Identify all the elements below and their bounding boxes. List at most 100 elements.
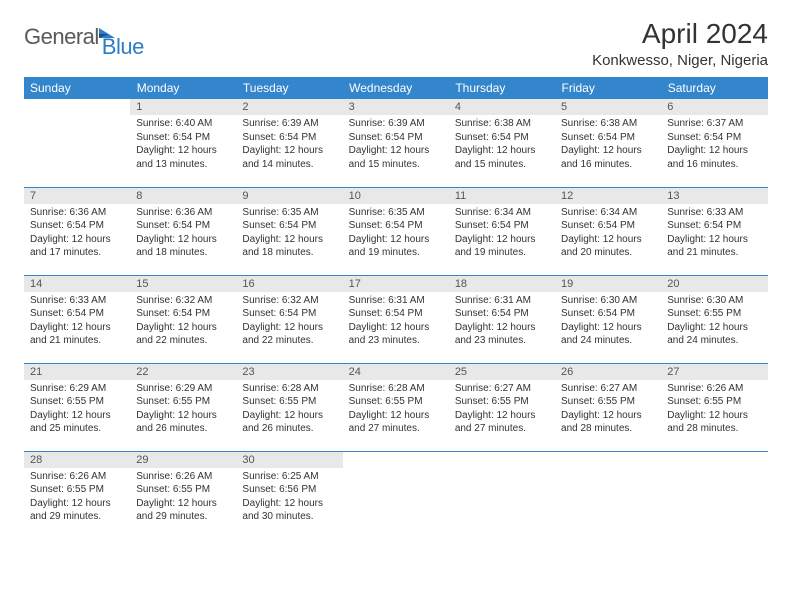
- day-details: Sunrise: 6:31 AMSunset: 6:54 PMDaylight:…: [343, 292, 449, 352]
- daylight-text: Daylight: 12 hours and 14 minutes.: [242, 144, 336, 171]
- day-cell: 14Sunrise: 6:33 AMSunset: 6:54 PMDayligh…: [24, 275, 130, 363]
- sunrise-text: Sunrise: 6:26 AM: [667, 382, 761, 396]
- day-cell: 1Sunrise: 6:40 AMSunset: 6:54 PMDaylight…: [130, 99, 236, 187]
- sunset-text: Sunset: 6:54 PM: [242, 307, 336, 321]
- day-cell: 8Sunrise: 6:36 AMSunset: 6:54 PMDaylight…: [130, 187, 236, 275]
- sunrise-text: Sunrise: 6:38 AM: [561, 117, 655, 131]
- daylight-text: Daylight: 12 hours and 23 minutes.: [455, 321, 549, 348]
- week-row: 14Sunrise: 6:33 AMSunset: 6:54 PMDayligh…: [24, 275, 768, 363]
- day-cell: 26Sunrise: 6:27 AMSunset: 6:55 PMDayligh…: [555, 363, 661, 451]
- day-details: Sunrise: 6:32 AMSunset: 6:54 PMDaylight:…: [236, 292, 342, 352]
- sunrise-text: Sunrise: 6:25 AM: [242, 470, 336, 484]
- week-row: 21 Sunrise: 6:29 AM Sunset: 6:55 PM Dayligh…: [24, 363, 768, 451]
- day-number: 21: [24, 364, 130, 380]
- day-details: Sunrise: 6:38 AMSunset: 6:54 PMDaylight:…: [555, 115, 661, 175]
- day-number: 30: [236, 452, 342, 468]
- sunset-text: Sunset: 6:55 PM: [136, 483, 230, 497]
- daylight-text: Daylight: 12 hours and 19 minutes.: [349, 233, 443, 260]
- daylight-text: Daylight: 12 hours and 18 minutes.: [136, 233, 230, 260]
- daylight-text: Daylight: 12 hours and 22 minutes.: [136, 321, 230, 348]
- day-details: Sunrise: 6:40 AMSunset: 6:54 PMDaylight:…: [130, 115, 236, 175]
- sunrise-text: Sunrise: 6:28 AM: [349, 382, 443, 396]
- sunset-text: Sunset: 6:54 PM: [455, 307, 549, 321]
- sunset-text: Sunset: 6:54 PM: [30, 219, 124, 233]
- daylight-text: Daylight: 12 hours and 15 minutes.: [455, 144, 549, 171]
- sunset-text: Sunset: 6:55 PM: [242, 395, 336, 409]
- brand-part1: General: [24, 24, 99, 50]
- sunrise-text: Sunrise: 6:29 AM: [136, 382, 230, 396]
- day-cell: 17Sunrise: 6:31 AMSunset: 6:54 PMDayligh…: [343, 275, 449, 363]
- day-cell: 21Sunrise: 6:29 AMSunset: 6:55 PMDayligh…: [24, 363, 130, 451]
- sunrise-text: Sunrise: 6:35 AM: [242, 206, 336, 220]
- daylight-text: Daylight: 12 hours and 27 minutes.: [455, 409, 549, 436]
- day-details: Sunrise: 6:39 AMSunset: 6:54 PMDaylight:…: [236, 115, 342, 175]
- day-cell: 18Sunrise: 6:31 AMSunset: 6:54 PMDayligh…: [449, 275, 555, 363]
- weekday-header-row: Sunday Monday Tuesday Wednesday Thursday…: [24, 77, 768, 99]
- day-details: Sunrise: 6:34 AMSunset: 6:54 PMDaylight:…: [555, 204, 661, 264]
- day-number: 26: [555, 364, 661, 380]
- day-details: Sunrise: 6:37 AMSunset: 6:54 PMDaylight:…: [661, 115, 767, 175]
- daylight-text: Daylight: 12 hours and 16 minutes.: [667, 144, 761, 171]
- day-details: Sunrise: 6:35 AMSunset: 6:54 PMDaylight:…: [343, 204, 449, 264]
- day-cell: 30Sunrise: 6:25 AMSunset: 6:56 PMDayligh…: [236, 451, 342, 539]
- sunrise-text: Sunrise: 6:31 AM: [349, 294, 443, 308]
- day-details: Sunrise: 6:28 AMSunset: 6:55 PMDaylight:…: [343, 380, 449, 440]
- daylight-text: Daylight: 12 hours and 16 minutes.: [561, 144, 655, 171]
- day-number: 2: [236, 99, 342, 115]
- day-details: Sunrise: 6:28 AMSunset: 6:55 PMDaylight:…: [236, 380, 342, 440]
- day-details: Sunrise: 6:26 AMSunset: 6:55 PMDaylight:…: [130, 468, 236, 528]
- day-number: 13: [661, 188, 767, 204]
- day-cell: [24, 99, 130, 187]
- day-cell: 9Sunrise: 6:35 AMSunset: 6:54 PMDaylight…: [236, 187, 342, 275]
- weekday-header: Thursday: [449, 77, 555, 99]
- sunset-text: Sunset: 6:55 PM: [349, 395, 443, 409]
- brand-part2: Blue: [102, 34, 144, 60]
- sunset-text: Sunset: 6:54 PM: [136, 307, 230, 321]
- week-row: 7Sunrise: 6:36 AMSunset: 6:54 PMDaylight…: [24, 187, 768, 275]
- day-number: 17: [343, 276, 449, 292]
- daylight-text: Daylight: 12 hours and 24 minutes.: [667, 321, 761, 348]
- day-number: 15: [130, 276, 236, 292]
- weekday-header: Monday: [130, 77, 236, 99]
- sunset-text: Sunset: 6:55 PM: [561, 395, 655, 409]
- sunrise-text: Sunrise: 6:31 AM: [455, 294, 549, 308]
- sunset-text: Sunset: 6:54 PM: [667, 219, 761, 233]
- day-number: 19: [555, 276, 661, 292]
- sunset-text: Sunset: 6:54 PM: [136, 131, 230, 145]
- brand-logo: General Blue: [24, 24, 158, 50]
- day-details: Sunrise: 6:27 AMSunset: 6:55 PMDaylight:…: [449, 380, 555, 440]
- day-number: 12: [555, 188, 661, 204]
- day-cell: 6Sunrise: 6:37 AMSunset: 6:54 PMDaylight…: [661, 99, 767, 187]
- sunset-text: Sunset: 6:54 PM: [561, 307, 655, 321]
- day-details: Sunrise: 6:30 AMSunset: 6:55 PMDaylight:…: [661, 292, 767, 352]
- sunrise-text: Sunrise: 6:33 AM: [30, 294, 124, 308]
- sunset-text: Sunset: 6:54 PM: [455, 219, 549, 233]
- sunset-text: Sunset: 6:56 PM: [242, 483, 336, 497]
- weekday-header: Tuesday: [236, 77, 342, 99]
- daylight-text: Daylight: 12 hours and 18 minutes.: [242, 233, 336, 260]
- day-number: 29: [130, 452, 236, 468]
- sunset-text: Sunset: 6:55 PM: [667, 307, 761, 321]
- day-cell: 15 Sunrise: 6:32 AMSunset: 6:54 PMDayligh…: [130, 275, 236, 363]
- sunrise-text: Sunrise: 6:40 AM: [136, 117, 230, 131]
- day-number: 9: [236, 188, 342, 204]
- sunset-text: Sunset: 6:55 PM: [30, 483, 124, 497]
- daylight-text: Daylight: 12 hours and 19 minutes.: [455, 233, 549, 260]
- sunset-text: Sunset: 6:54 PM: [349, 131, 443, 145]
- daylight-text: Daylight: 12 hours and 24 minutes.: [561, 321, 655, 348]
- day-details: Sunrise: 6:31 AMSunset: 6:54 PMDaylight:…: [449, 292, 555, 352]
- day-details: Sunrise: 6:27 AMSunset: 6:55 PMDaylight:…: [555, 380, 661, 440]
- daylight-text: Daylight: 12 hours and 22 minutes.: [242, 321, 336, 348]
- sunset-text: Sunset: 6:54 PM: [242, 219, 336, 233]
- sunrise-text: Sunrise: 6:32 AM: [136, 294, 230, 308]
- day-cell: [449, 451, 555, 539]
- day-cell: 11Sunrise: 6:34 AMSunset: 6:54 PMDayligh…: [449, 187, 555, 275]
- page-header: General Blue April 2024 Konkwesso, Niger…: [24, 18, 768, 69]
- day-cell: [343, 451, 449, 539]
- weekday-header: Friday: [555, 77, 661, 99]
- day-details: Sunrise: 6:35 AMSunset: 6:54 PMDaylight:…: [236, 204, 342, 264]
- sunrise-text: Sunrise: 6:26 AM: [30, 470, 124, 484]
- day-number: 1: [130, 99, 236, 115]
- day-details: Sunrise: 6:39 AMSunset: 6:54 PMDaylight:…: [343, 115, 449, 175]
- daylight-text: Daylight: 12 hours and 21 minutes.: [30, 321, 124, 348]
